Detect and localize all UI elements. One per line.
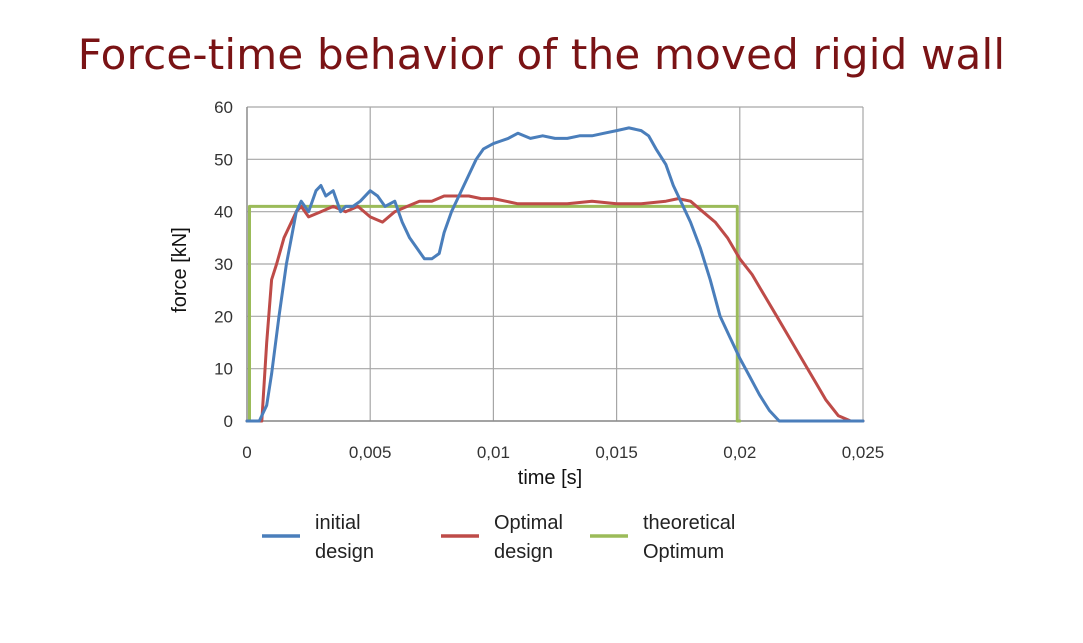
legend-label: Optimal: [494, 512, 563, 534]
legend-label: Optimum: [643, 541, 724, 563]
legend-label: theoretical: [643, 512, 735, 534]
y-tick-label: 30: [214, 255, 233, 274]
chart-legend: initial design Optimal design theoretical Opt…: [262, 512, 735, 563]
series-line-optimal-design: [245, 194, 865, 423]
legend-label: design: [494, 541, 553, 563]
y-tick-label: 40: [214, 203, 233, 222]
x-tick-label: 0,005: [349, 443, 392, 462]
legend-item-initial-design: initial design: [262, 512, 374, 563]
chart-series: [245, 126, 865, 423]
x-tick-label: 0,01: [477, 443, 510, 462]
legend-label: initial: [315, 512, 361, 534]
x-tick-label: 0,025: [842, 443, 885, 462]
legend-item-theoretical-optimum: theoretical Optimum: [590, 512, 735, 563]
x-tick-label: 0: [242, 443, 251, 462]
legend-label: design: [315, 541, 374, 563]
y-tick-label: 60: [214, 98, 233, 117]
series-line-initial-design: [245, 126, 865, 423]
chart-grid: [246, 106, 864, 422]
y-tick-label: 50: [214, 150, 233, 169]
y-tick-label: 0: [224, 412, 233, 431]
chart-tick-labels: 0 10 20 30 40 50 60 0 0,005 0,01 0,015 0,02 0,025: [214, 98, 884, 462]
y-tick-label: 10: [214, 360, 233, 379]
legend-item-optimal-design: Optimal design: [441, 512, 563, 563]
x-tick-label: 0,015: [595, 443, 638, 462]
y-tick-label: 20: [214, 307, 233, 326]
x-axis-label: time [s]: [518, 467, 582, 489]
chart-axes: [246, 107, 863, 422]
slide-title: Force-time behavior of the moved rigid w…: [77, 30, 1006, 79]
x-tick-label: 0,02: [723, 443, 756, 462]
y-axis-label: force [kN]: [169, 227, 191, 313]
